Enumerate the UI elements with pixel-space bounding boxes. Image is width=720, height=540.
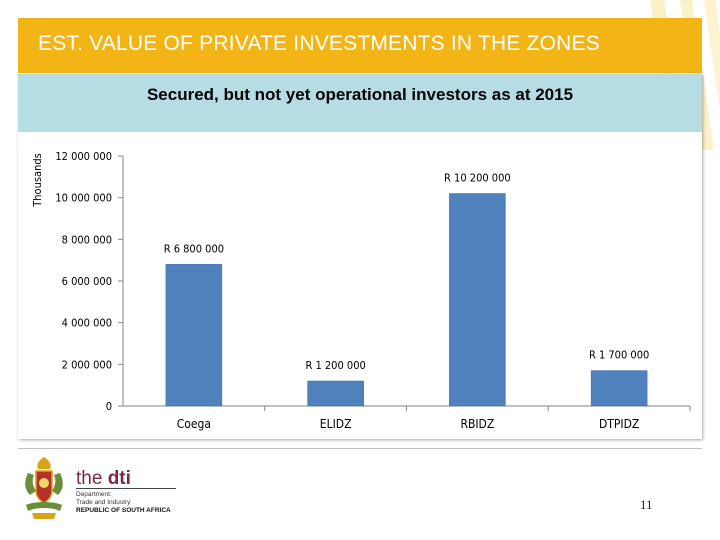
data-label: R 6 800 000 — [164, 242, 224, 255]
y-axis-title: Thousands — [31, 153, 44, 208]
x-tick-label: ELIDZ — [320, 417, 352, 431]
y-tick-label: 12 000 000 — [55, 150, 112, 163]
title-bar: EST. VALUE OF PRIVATE INVESTMENTS IN THE… — [18, 18, 702, 73]
x-tick-label: RBIDZ — [460, 417, 494, 431]
y-tick-label: 8 000 000 — [62, 233, 112, 246]
data-label: R 1 700 000 — [589, 349, 649, 362]
x-tick-label: Coega — [177, 417, 211, 431]
data-label: R 1 200 000 — [305, 359, 365, 372]
y-tick-label: 0 — [106, 400, 112, 413]
bar-coega — [165, 264, 223, 407]
brand-prefix: the — [76, 468, 103, 489]
y-tick-label: 4 000 000 — [62, 317, 112, 330]
data-label: R 10 200 000 — [444, 172, 511, 185]
chart-labels: Coega R 6 800 000 ELIDZ R 1 200 000 RBIDZ R 1… — [164, 172, 650, 432]
page-number: 11 — [640, 497, 653, 512]
chart-frame — [18, 74, 702, 439]
brand-name: dti — [107, 468, 131, 489]
department-text: Department: Trade and Industry REPUBLIC … — [76, 491, 171, 515]
dti-brand: the dti — [76, 468, 131, 490]
bar-elidz — [307, 380, 364, 407]
y-tick-label: 6 000 000 — [62, 275, 112, 288]
chart-title-box: Secured, but not yet operational investo… — [18, 74, 702, 132]
dept-line-2: Trade and Industry — [76, 499, 131, 506]
y-tick-label: 2 000 000 — [62, 358, 112, 371]
page-title: EST. VALUE OF PRIVATE INVESTMENTS IN THE… — [38, 32, 600, 55]
chart-title: Secured, but not yet operational investo… — [146, 85, 574, 104]
dept-line-1: Department: — [76, 491, 112, 498]
brand-rule — [76, 488, 176, 489]
bar-rbidz — [449, 193, 506, 407]
y-tick-label: 10 000 000 — [55, 192, 112, 205]
footer-divider — [18, 448, 702, 449]
dept-line-3: REPUBLIC OF SOUTH AFRICA — [76, 507, 171, 514]
coat-of-arms-logo — [25, 457, 63, 519]
x-tick-label: DTPIDZ — [599, 417, 639, 431]
chart-bars — [165, 193, 648, 407]
bar-dtpidz — [590, 370, 648, 407]
